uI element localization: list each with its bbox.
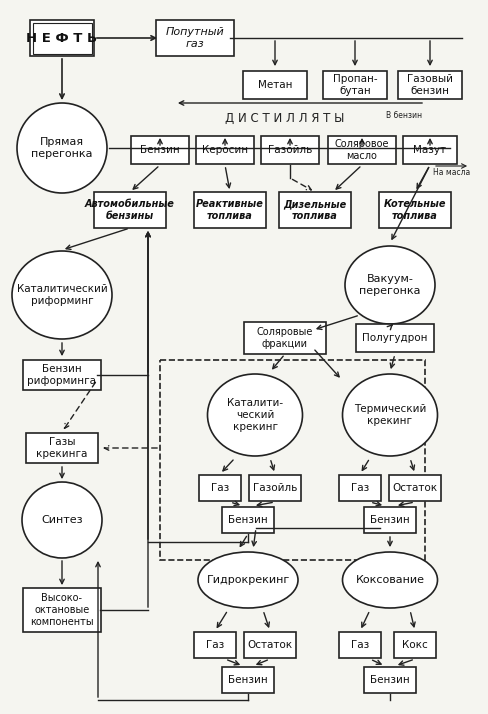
- FancyBboxPatch shape: [131, 136, 189, 164]
- FancyBboxPatch shape: [379, 192, 451, 228]
- Text: Бензин
риформинга: Бензин риформинга: [27, 364, 97, 386]
- Text: Газ: Газ: [206, 640, 224, 650]
- FancyBboxPatch shape: [222, 507, 274, 533]
- Text: Коксование: Коксование: [355, 575, 425, 585]
- Text: Газ: Газ: [351, 483, 369, 493]
- Text: Метан: Метан: [258, 80, 292, 90]
- FancyBboxPatch shape: [328, 136, 396, 164]
- FancyBboxPatch shape: [364, 667, 416, 693]
- Text: Автомобильные
бензины: Автомобильные бензины: [85, 199, 175, 221]
- Text: На масла: На масла: [433, 168, 470, 176]
- Text: Прямая
перегонка: Прямая перегонка: [31, 137, 93, 159]
- FancyBboxPatch shape: [403, 136, 457, 164]
- Ellipse shape: [12, 251, 112, 339]
- FancyBboxPatch shape: [23, 360, 101, 390]
- FancyBboxPatch shape: [243, 71, 307, 99]
- FancyBboxPatch shape: [261, 136, 319, 164]
- Text: Соляровое
масло: Соляровое масло: [335, 139, 389, 161]
- Ellipse shape: [17, 103, 107, 193]
- Text: Полугудрон: Полугудрон: [362, 333, 428, 343]
- Ellipse shape: [22, 482, 102, 558]
- Text: Бензин: Бензин: [140, 145, 180, 155]
- FancyBboxPatch shape: [389, 475, 441, 501]
- FancyBboxPatch shape: [199, 475, 241, 501]
- FancyBboxPatch shape: [156, 20, 234, 56]
- Text: Остаток: Остаток: [392, 483, 438, 493]
- Text: Термический
крекинг: Термический крекинг: [354, 404, 426, 426]
- Text: Бензин: Бензин: [228, 515, 268, 525]
- Ellipse shape: [198, 552, 298, 608]
- FancyBboxPatch shape: [244, 322, 326, 354]
- FancyBboxPatch shape: [398, 71, 462, 99]
- FancyBboxPatch shape: [364, 507, 416, 533]
- Text: Синтез: Синтез: [41, 515, 83, 525]
- FancyBboxPatch shape: [394, 632, 436, 658]
- Text: Газовый
бензин: Газовый бензин: [407, 74, 453, 96]
- FancyBboxPatch shape: [30, 20, 94, 56]
- Text: В бензин: В бензин: [386, 111, 422, 120]
- FancyBboxPatch shape: [323, 71, 387, 99]
- Text: Мазут: Мазут: [413, 145, 447, 155]
- Text: Газойль: Газойль: [253, 483, 297, 493]
- Text: Бензин: Бензин: [228, 675, 268, 685]
- Text: Высоко-
октановые
компоненты: Высоко- октановые компоненты: [30, 593, 94, 627]
- Text: Газы
крекинга: Газы крекинга: [36, 437, 88, 459]
- Ellipse shape: [343, 374, 438, 456]
- Text: Реактивные
топлива: Реактивные топлива: [196, 199, 264, 221]
- Text: Пропан-
бутан: Пропан- бутан: [333, 74, 377, 96]
- Text: Газ: Газ: [211, 483, 229, 493]
- Text: Бензин: Бензин: [370, 515, 410, 525]
- Text: Дизельные
топлива: Дизельные топлива: [284, 199, 346, 221]
- FancyBboxPatch shape: [244, 632, 296, 658]
- Text: Котельные
топлива: Котельные топлива: [384, 199, 446, 221]
- Text: Остаток: Остаток: [247, 640, 293, 650]
- Text: Д И С Т И Л Л Я Т Ы: Д И С Т И Л Л Я Т Ы: [225, 111, 345, 124]
- FancyBboxPatch shape: [279, 192, 351, 228]
- FancyBboxPatch shape: [94, 192, 166, 228]
- Ellipse shape: [207, 374, 303, 456]
- FancyBboxPatch shape: [339, 475, 381, 501]
- Text: Кокс: Кокс: [402, 640, 428, 650]
- FancyBboxPatch shape: [194, 632, 236, 658]
- Ellipse shape: [343, 552, 438, 608]
- Text: Гидрокрекинг: Гидрокрекинг: [206, 575, 289, 585]
- FancyBboxPatch shape: [339, 632, 381, 658]
- Text: Н Е Ф Т Ь: Н Е Ф Т Ь: [26, 31, 98, 44]
- FancyBboxPatch shape: [222, 667, 274, 693]
- FancyBboxPatch shape: [26, 433, 98, 463]
- Text: Керосин: Керосин: [202, 145, 248, 155]
- FancyBboxPatch shape: [249, 475, 301, 501]
- Text: Каталити-
ческий
крекинг: Каталити- ческий крекинг: [227, 398, 283, 431]
- Text: Каталитический
риформинг: Каталитический риформинг: [17, 284, 107, 306]
- FancyBboxPatch shape: [23, 588, 101, 632]
- FancyBboxPatch shape: [356, 324, 434, 352]
- Text: Попутный
газ: Попутный газ: [165, 27, 224, 49]
- Text: Соляровые
фракции: Соляровые фракции: [257, 327, 313, 349]
- Text: Газ: Газ: [351, 640, 369, 650]
- FancyBboxPatch shape: [196, 136, 254, 164]
- FancyBboxPatch shape: [194, 192, 266, 228]
- Text: Газойль: Газойль: [268, 145, 312, 155]
- Text: Вакуум-
перегонка: Вакуум- перегонка: [359, 274, 421, 296]
- Text: Бензин: Бензин: [370, 675, 410, 685]
- Ellipse shape: [345, 246, 435, 324]
